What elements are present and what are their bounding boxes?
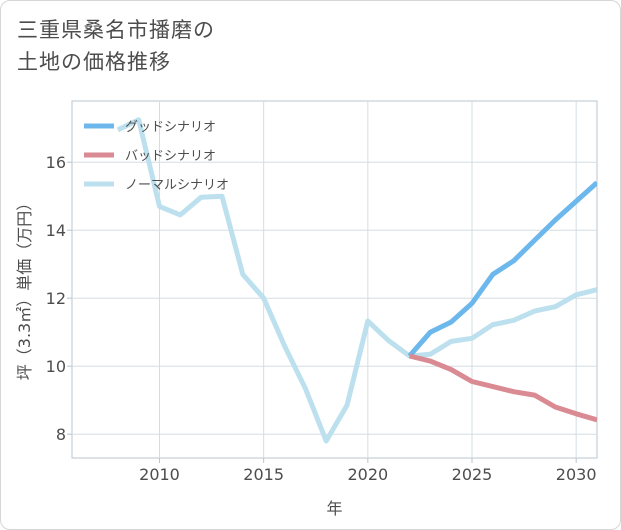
chart-title: 三重県桑名市播磨の 土地の価格推移: [17, 14, 215, 78]
series-line-2: [116, 117, 597, 444]
y-tick-label: 8: [56, 425, 66, 444]
legend-label: バッドシナリオ: [125, 149, 216, 164]
series-lines: [116, 117, 597, 444]
series-line-0: [407, 180, 597, 358]
title-line-2: 土地の価格推移: [17, 50, 171, 74]
legend-label: ノーマルシナリオ: [125, 178, 229, 193]
x-tick-label: 2020: [347, 465, 388, 484]
x-tick-label: 2025: [452, 465, 493, 484]
y-tick-label: 12: [46, 289, 66, 308]
legend-label: グッドシナリオ: [125, 120, 216, 135]
y-tick-label: 14: [46, 221, 66, 240]
title-line-1: 三重県桑名市播磨の: [17, 18, 215, 42]
y-axis-label: 坪（3.3㎡）単価（万円）: [15, 195, 34, 380]
y-tick-label: 10: [46, 357, 66, 376]
x-tick-label: 2015: [243, 465, 284, 484]
x-axis-ticks: 2010 2015 2020 2025 2030: [139, 458, 597, 484]
x-axis-label: 年: [326, 499, 342, 518]
series-line-1: [408, 353, 597, 423]
x-tick-label: 2030: [556, 465, 597, 484]
grid-lines: [72, 101, 597, 458]
x-tick-label: 2010: [139, 465, 180, 484]
y-tick-label: 16: [46, 153, 66, 172]
y-axis-ticks: 8 10 12 14 16: [46, 153, 72, 444]
